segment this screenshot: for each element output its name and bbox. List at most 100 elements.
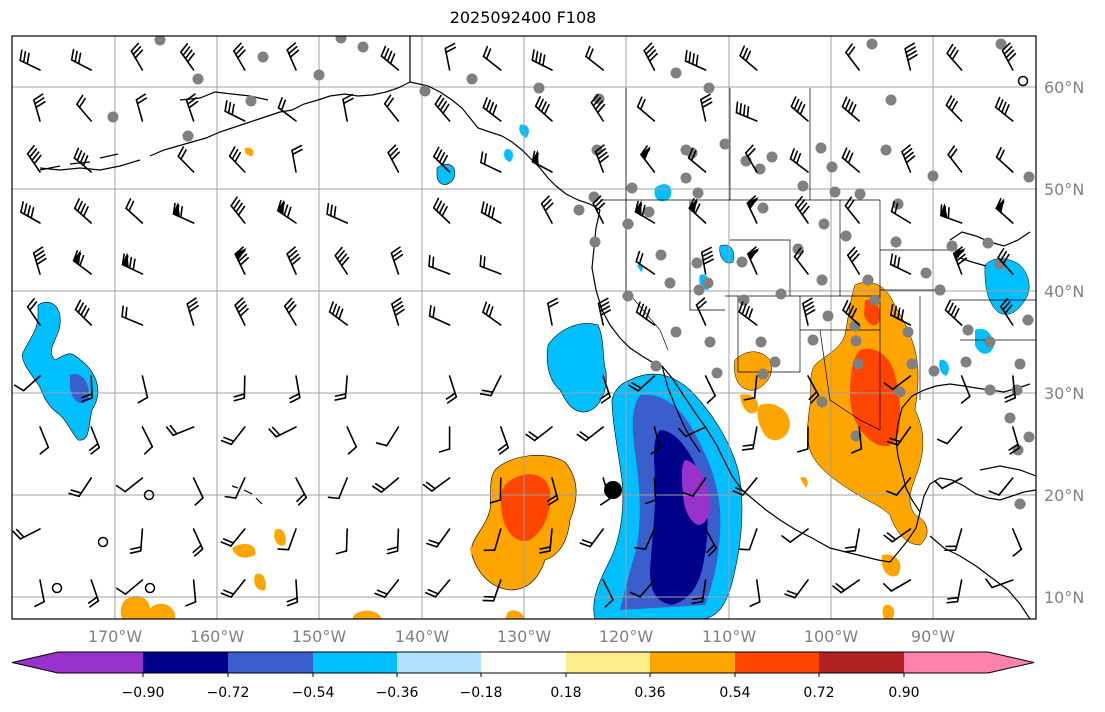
wind-barb — [328, 301, 349, 326]
colorbar-segment — [735, 652, 819, 673]
wind-barb — [277, 528, 297, 551]
colorbar-extend-min — [12, 652, 58, 673]
wind-barb — [841, 147, 861, 173]
wind-barb — [743, 375, 758, 401]
wind-barb — [482, 97, 502, 122]
map-frame — [11, 35, 1037, 620]
wind-barb — [635, 250, 656, 275]
wind-barb — [185, 93, 199, 122]
wind-barb — [735, 101, 758, 122]
wind-barb — [73, 147, 92, 173]
wind-barb — [68, 477, 92, 498]
wind-barb — [286, 579, 299, 607]
wind-barb — [643, 42, 658, 71]
wind-barb — [390, 246, 404, 275]
wind-barb — [286, 246, 301, 275]
wind-barb — [746, 195, 759, 224]
colorbar-tick-label: 0.90 — [888, 685, 919, 701]
wind-barb — [592, 195, 606, 224]
colorbar-segment — [228, 652, 313, 673]
wind-barb — [639, 145, 656, 173]
wind-barb — [890, 200, 912, 224]
colorbar-segment — [650, 652, 735, 673]
wind-barb — [233, 42, 246, 71]
lon-label: 100°W — [804, 627, 859, 646]
wind-barb — [125, 198, 144, 224]
colorbar-segment — [58, 652, 143, 673]
wind-barb — [224, 100, 246, 122]
lon-label: 170°W — [88, 627, 143, 646]
wind-barb — [70, 48, 92, 71]
wind-barb — [629, 579, 656, 598]
wind-barb — [115, 477, 144, 493]
wind-barb — [850, 426, 863, 454]
wind-barb — [33, 93, 46, 122]
wind-barb — [32, 246, 47, 275]
lat-label: 30°N — [1044, 384, 1084, 403]
wind-barbs — [12, 42, 1023, 608]
wind-barb — [268, 426, 297, 438]
wind-barb — [180, 43, 195, 71]
wind-barb — [334, 375, 349, 401]
wind-barb — [784, 579, 809, 599]
wind-barb — [444, 42, 457, 71]
wind-barb — [704, 528, 718, 557]
wind-barb — [634, 528, 656, 550]
wind-barb — [534, 96, 553, 122]
wind-barb — [438, 426, 451, 453]
wind-barb — [704, 375, 717, 404]
wind-barb — [547, 477, 559, 506]
wind-barb-pennant — [746, 196, 759, 211]
lon-label: 140°W — [395, 627, 450, 646]
wind-barb-pennant — [276, 199, 285, 216]
wind-barb — [383, 94, 400, 122]
wind-barb — [76, 94, 92, 122]
wind-barb — [81, 375, 93, 403]
wind-barb — [650, 426, 661, 455]
wind-barb — [952, 246, 968, 275]
wind-barb — [387, 144, 401, 173]
wind-barb — [695, 297, 707, 326]
colorbar-tick-label: −0.72 — [207, 685, 250, 701]
wind-barb — [995, 146, 1014, 173]
colorbar-segment — [397, 652, 481, 673]
latitude-labels: 60°N 50°N 40°N 30°N 20°N 10°N — [1044, 78, 1084, 607]
lat-label: 10°N — [1044, 588, 1084, 607]
colorbar — [11, 651, 1035, 677]
lon-label: 90°W — [911, 627, 955, 646]
colorbar-tick-label: −0.18 — [460, 685, 503, 701]
wind-barb — [434, 94, 451, 122]
wind-barb — [220, 579, 246, 598]
colorbar-segment — [313, 652, 397, 673]
wind-barb — [882, 579, 912, 592]
wind-barb — [789, 148, 809, 173]
wind-barb — [276, 199, 297, 224]
wind-barb — [749, 579, 761, 607]
wind-barb — [793, 247, 809, 275]
map-title: 2025092400 F108 — [449, 8, 597, 27]
wind-barb — [985, 578, 1014, 589]
wind-barb — [796, 426, 809, 453]
wind-barb — [220, 426, 246, 446]
wind-barb — [628, 375, 656, 392]
wind-barb — [682, 477, 707, 497]
wind-barb — [165, 424, 195, 437]
wind-barb-pennant — [995, 198, 1005, 214]
lon-label: 160°W — [190, 627, 245, 646]
wind-barb — [129, 528, 144, 554]
wind-barb-pennant — [952, 248, 966, 261]
wind-barb — [1004, 375, 1016, 403]
wind-barb — [295, 477, 308, 506]
colorbar-tick-label: −0.36 — [376, 685, 419, 701]
map-plot-area — [12, 36, 1036, 619]
wind-barb — [802, 297, 816, 326]
wind-barb — [13, 375, 41, 392]
wind-barb — [599, 477, 611, 506]
wind-barb — [186, 297, 199, 326]
colorbar-segment — [481, 652, 566, 673]
wind-barb — [547, 297, 559, 326]
wind-barb — [335, 528, 349, 555]
wind-barb — [121, 252, 144, 275]
wind-barb — [634, 200, 656, 224]
colorbar-extend-max — [988, 652, 1034, 673]
